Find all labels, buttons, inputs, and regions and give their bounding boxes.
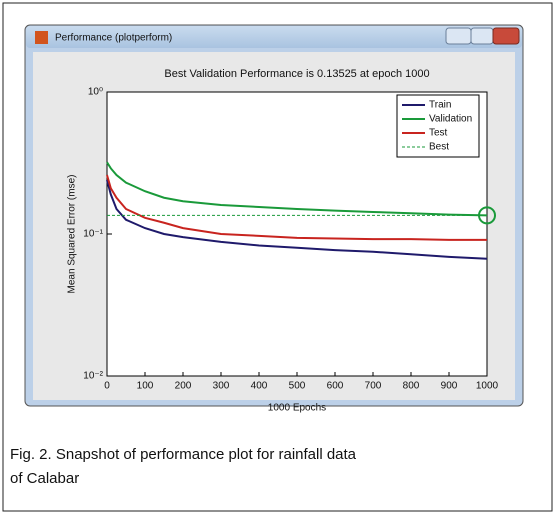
x-tick-label: 700 — [365, 381, 382, 392]
x-tick-label: 400 — [251, 381, 268, 392]
caption-line: of Calabar — [10, 470, 79, 487]
x-tick-label: 0 — [104, 381, 110, 392]
app-icon — [35, 31, 48, 44]
y-tick-label: 10⁻¹ — [83, 229, 103, 240]
legend-label: Best — [429, 142, 449, 153]
chart-title: Best Validation Performance is 0.13525 a… — [164, 68, 429, 80]
x-tick-label: 800 — [403, 381, 420, 392]
x-tick-label: 300 — [213, 381, 230, 392]
y-tick-label: 10⁰ — [88, 87, 103, 98]
legend-label: Validation — [429, 114, 472, 125]
x-tick-label: 900 — [441, 381, 458, 392]
x-axis-label: 1000 Epochs — [268, 403, 326, 414]
minimize-button[interactable] — [446, 28, 471, 44]
y-axis-label: Mean Squared Error (mse) — [67, 175, 78, 294]
legend-label: Train — [429, 100, 451, 111]
close-button[interactable] — [493, 28, 519, 44]
x-tick-label: 500 — [289, 381, 306, 392]
caption-line: Fig. 2. Snapshot of performance plot for… — [10, 446, 357, 463]
y-tick-label: 10⁻² — [83, 371, 103, 382]
x-tick-label: 1000 — [476, 381, 499, 392]
page: Performance (plotperform) Best Validatio… — [0, 0, 555, 514]
maximize-button[interactable] — [471, 28, 493, 44]
x-tick-label: 100 — [137, 381, 154, 392]
x-tick-label: 600 — [327, 381, 344, 392]
legend-label: Test — [429, 128, 448, 139]
x-tick-label: 200 — [175, 381, 192, 392]
window-title: Performance (plotperform) — [55, 33, 172, 44]
